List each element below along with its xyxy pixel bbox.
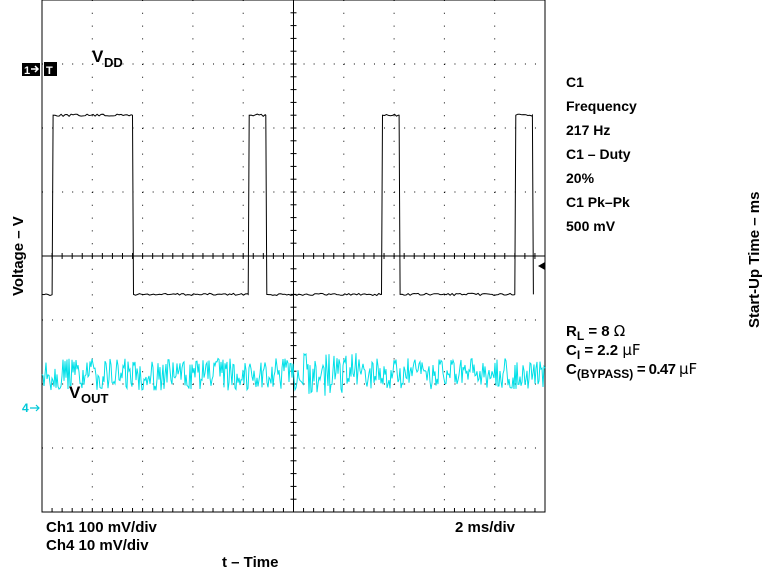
param-cbypass: C(BYPASS) = 0.47 μF <box>566 360 698 381</box>
traces <box>41 113 546 396</box>
x-axis-label: t – Time <box>222 554 279 571</box>
vdd-trace <box>41 113 534 297</box>
ch4-scale: Ch4 10 mV/div <box>46 537 149 554</box>
measurement-freq-label: Frequency <box>566 98 637 114</box>
ch1-scale: Ch1 100 mV/div <box>46 519 157 536</box>
measurement-duty-label: C1 – Duty <box>566 146 631 162</box>
right-axis-label: Start-Up Time – ms <box>746 191 763 328</box>
param-rl: RL = 8 Ω <box>566 322 626 343</box>
svg-text:V: V <box>92 47 104 66</box>
timebase: 2 ms/div <box>455 519 516 536</box>
measurement-freq-value: 217 Hz <box>566 122 611 138</box>
trigger-marker: T <box>44 62 57 77</box>
ch4-marker: 4 <box>22 401 40 415</box>
measurement-pkpk-label: C1 Pk–Pk <box>566 194 630 210</box>
circuit-params: RL = 8 Ω CI = 2.2 μF C(BYPASS) = 0.47 μF <box>566 322 698 381</box>
svg-text:1: 1 <box>24 65 30 77</box>
svg-text:4: 4 <box>22 401 29 415</box>
trigger-level-arrow <box>538 262 545 270</box>
param-ci: CI = 2.2 μF <box>566 341 641 362</box>
measurement-panel: C1 Frequency 217 Hz C1 – Duty 20% C1 Pk–… <box>566 70 637 238</box>
svg-text:T: T <box>46 65 53 77</box>
svg-text:OUT: OUT <box>81 391 109 406</box>
measurement-duty-value: 20% <box>566 170 595 186</box>
svg-text:V: V <box>69 383 81 402</box>
measurement-pkpk-value: 500 mV <box>566 218 616 234</box>
svg-text:DD: DD <box>104 55 123 70</box>
vout-label: V OUT <box>69 383 109 406</box>
vdd-label: V DD <box>92 47 123 70</box>
vout-trace <box>41 352 546 396</box>
y-axis-label: Voltage – V <box>10 216 27 296</box>
ch1-marker: 1 <box>22 63 40 77</box>
measurement-channel: C1 <box>566 74 584 90</box>
grid <box>41 0 546 513</box>
